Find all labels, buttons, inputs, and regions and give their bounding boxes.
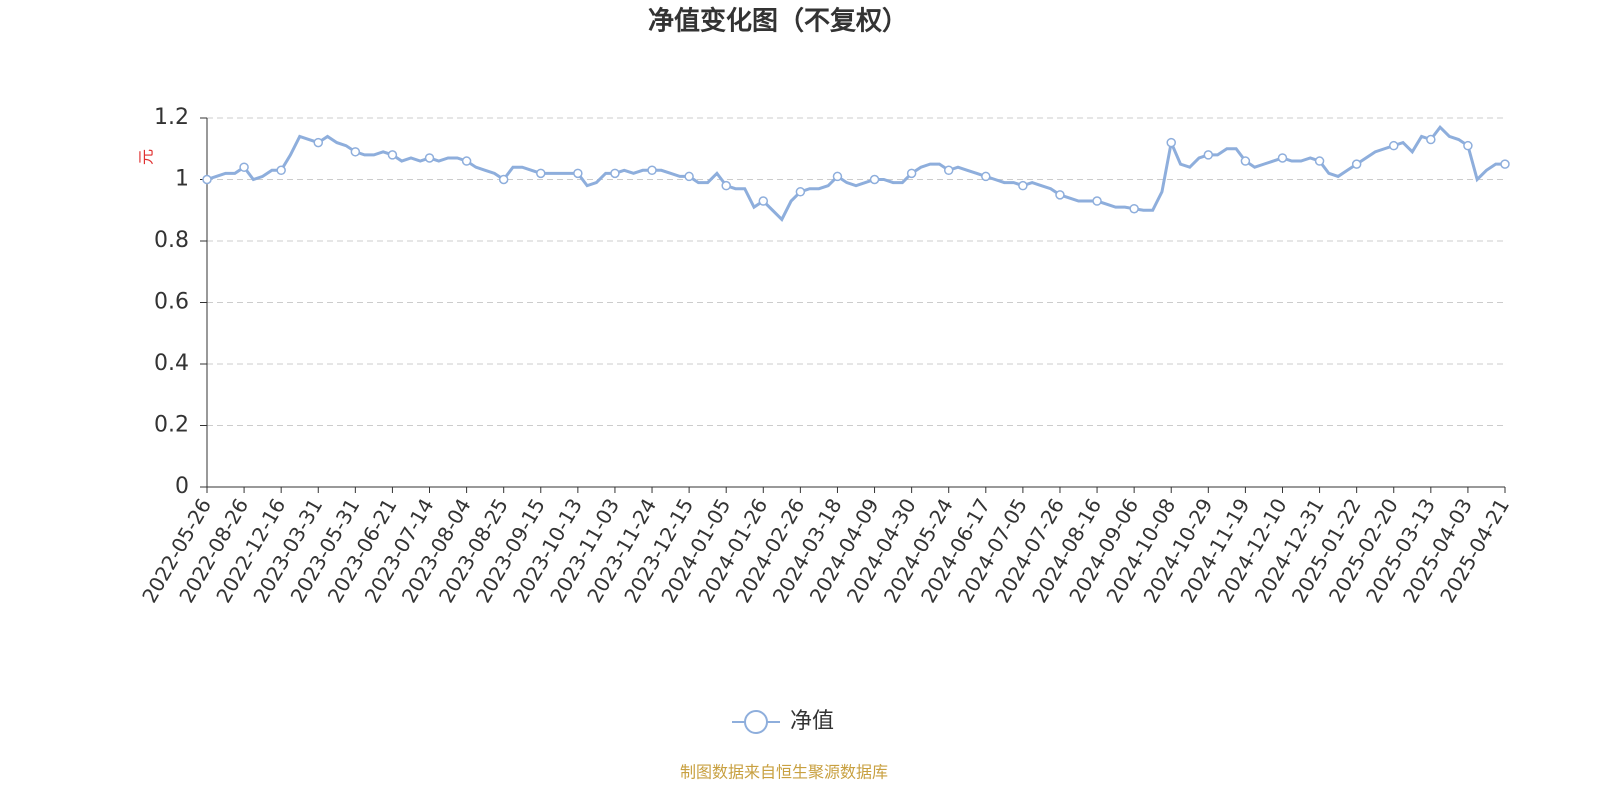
point — [1129, 203, 1139, 214]
y-tick-label: 1.2 — [154, 105, 189, 130]
y-tick-label: 0 — [175, 474, 189, 499]
point — [239, 162, 249, 172]
point — [758, 196, 769, 206]
point — [1388, 140, 1399, 151]
y-tick-label: 0.8 — [154, 228, 189, 253]
y-tick-label: 0.2 — [154, 413, 189, 438]
y-tick-label: 1 — [175, 167, 189, 192]
point — [1092, 196, 1102, 206]
point — [1500, 159, 1510, 169]
series-line — [206, 124, 1505, 222]
legend-marker — [744, 710, 768, 734]
point — [536, 168, 546, 179]
point — [943, 165, 954, 176]
point — [1426, 134, 1436, 145]
point — [1240, 156, 1251, 166]
point — [424, 153, 435, 163]
point — [1351, 159, 1362, 169]
point — [1314, 156, 1325, 166]
point — [350, 147, 361, 157]
point — [869, 174, 880, 185]
source-note: 制图数据来自恒生聚源数据库 — [680, 763, 888, 782]
y-tick-label: 0.4 — [154, 351, 189, 376]
point — [461, 156, 472, 166]
point — [313, 137, 324, 148]
point — [1463, 140, 1473, 151]
point — [684, 171, 694, 182]
point — [1166, 137, 1176, 148]
point — [795, 187, 806, 197]
point — [1203, 150, 1214, 160]
point — [832, 171, 843, 182]
point — [721, 180, 731, 191]
point — [906, 168, 917, 179]
point — [498, 174, 509, 185]
point — [1055, 190, 1065, 200]
point — [610, 168, 620, 179]
y-tick-label: 0.6 — [154, 290, 189, 315]
chart-title: 净值变化图（不复权） — [648, 6, 908, 37]
point — [276, 165, 286, 176]
point — [387, 150, 398, 160]
point — [981, 171, 991, 182]
point — [1018, 180, 1028, 191]
y-axis-label: 元 — [137, 149, 156, 165]
point — [1277, 153, 1288, 163]
point — [202, 174, 212, 185]
point — [573, 168, 583, 179]
point — [647, 165, 657, 176]
legend-label: 净值 — [790, 709, 834, 734]
